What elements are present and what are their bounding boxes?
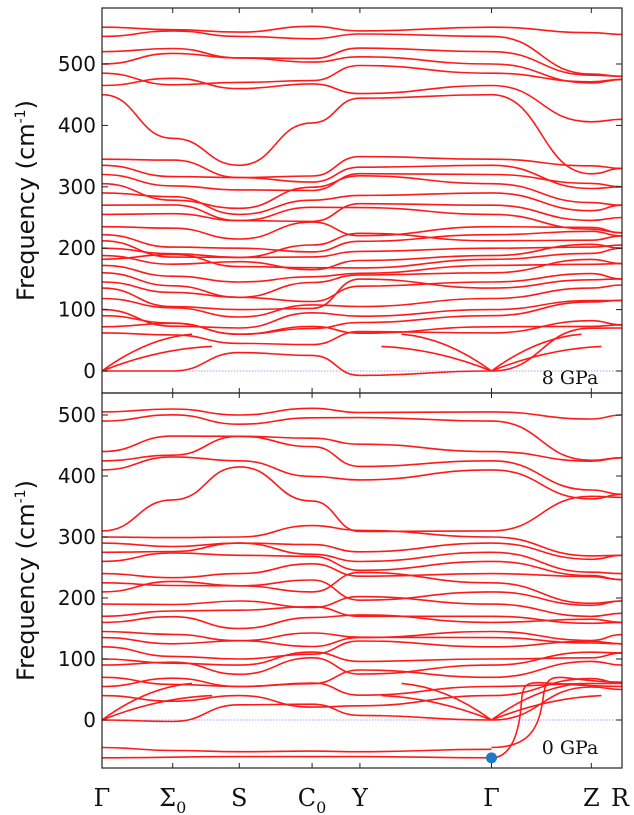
y-tick-label: 500 (58, 52, 96, 76)
phonon-band (102, 284, 622, 318)
phonon-band (102, 155, 622, 179)
plot-area (102, 407, 622, 759)
x-tick-label: Γ (483, 784, 500, 812)
plot-area (102, 25, 622, 377)
y-tick-label: 100 (58, 298, 96, 322)
plot-frame (101, 392, 623, 769)
y-axis-label: Frequency (cm-1) (12, 100, 40, 301)
y-tick-label: 0 (83, 708, 96, 732)
phonon-band (102, 262, 622, 283)
panel-bottom-0gpa: 0 100 200 300 400 500 Frequency (cm-1) 0 GPa (12, 392, 623, 769)
phonon-band (102, 435, 622, 496)
acoustic-branch (102, 333, 193, 372)
acoustic-branch (491, 333, 582, 372)
phonon-band (102, 258, 622, 299)
phonon-band (102, 30, 622, 78)
soft-mode-marker (485, 752, 497, 764)
x-axis-labels: Γ Σ0 S C0 Y Γ Z R (94, 784, 630, 815)
phonon-band (102, 466, 622, 533)
x-tick-label: S (231, 784, 247, 812)
phonon-band (102, 632, 622, 645)
x-tick-label: R (611, 784, 630, 812)
phonon-band (102, 230, 622, 253)
phonon-band (102, 247, 622, 269)
imaginary-branch (102, 746, 492, 753)
y-axis-label: Frequency (cm-1) (12, 480, 40, 681)
phonon-band (102, 435, 622, 463)
x-tick-label: Σ0 (159, 784, 186, 815)
y-tick-label: 400 (58, 113, 96, 137)
x-tick-label: Z (583, 784, 600, 812)
pressure-annotation: 0 GPa (542, 737, 599, 759)
phonon-band (102, 595, 622, 618)
y-tick-label: 200 (58, 236, 96, 260)
phonon-band (102, 221, 622, 240)
phonon-band (102, 172, 622, 192)
y-tick-label: 300 (58, 525, 96, 549)
phonon-band (102, 192, 622, 216)
acoustic-branch (491, 345, 602, 372)
phonon-band (102, 52, 622, 84)
x-tick-label: C0 (298, 784, 327, 815)
phonon-band (102, 299, 622, 329)
phonon-band (102, 272, 622, 303)
phonon-band (102, 677, 622, 708)
phonon-band (102, 93, 622, 175)
phonon-band (102, 243, 622, 271)
imaginary-branch (102, 755, 492, 759)
phonon-band (102, 77, 622, 123)
phonon-band (102, 456, 622, 500)
phonon-band (102, 552, 622, 581)
x-tick-label: Γ (94, 784, 111, 812)
phonon-band (102, 164, 622, 190)
acoustic-branch (381, 694, 492, 721)
imaginary-branch (491, 676, 622, 749)
acoustic-branch (102, 345, 213, 372)
phonon-band (102, 542, 622, 561)
y-tick-label: 300 (58, 175, 96, 199)
pressure-annotation: 8 GPa (542, 367, 599, 389)
phonon-band (102, 278, 622, 311)
phonon-band (102, 542, 622, 575)
phonon-band (102, 413, 622, 462)
imaginary-branch (491, 681, 622, 759)
phonon-band (102, 562, 622, 581)
acoustic-branch (381, 345, 492, 372)
acoustic-branch (401, 682, 492, 721)
y-tick-label: 400 (58, 464, 96, 488)
phonon-band (102, 232, 622, 259)
x-tick-label: Y (351, 784, 369, 812)
phonon-band (102, 299, 622, 336)
acoustic-branch (102, 682, 193, 721)
y-tick-label: 200 (58, 586, 96, 610)
y-tick-label: 500 (58, 403, 96, 427)
acoustic-branch (401, 333, 492, 372)
acoustic-branch (102, 694, 213, 721)
phonon-band (102, 322, 622, 336)
y-tick-label: 100 (58, 647, 96, 671)
phonon-band (102, 327, 622, 377)
phonon-band (102, 202, 622, 223)
y-tick-label: 0 (83, 359, 96, 383)
phonon-band (102, 651, 622, 666)
phonon-band (102, 47, 622, 78)
phonon-band (102, 244, 622, 259)
phonon-band (102, 571, 622, 605)
phonon-band (102, 686, 622, 723)
phonon-band (102, 579, 622, 607)
phonon-band (102, 25, 622, 36)
phonon-band (102, 614, 622, 630)
phonon-band (102, 605, 622, 625)
acoustic-branch (491, 694, 602, 721)
panel-top-8gpa: 0 100 200 300 400 500 Frequency (cm-1) 8 GPa (12, 7, 623, 394)
phonon-band (102, 630, 622, 648)
phonon-band (102, 407, 622, 420)
phonon-band (102, 524, 622, 557)
